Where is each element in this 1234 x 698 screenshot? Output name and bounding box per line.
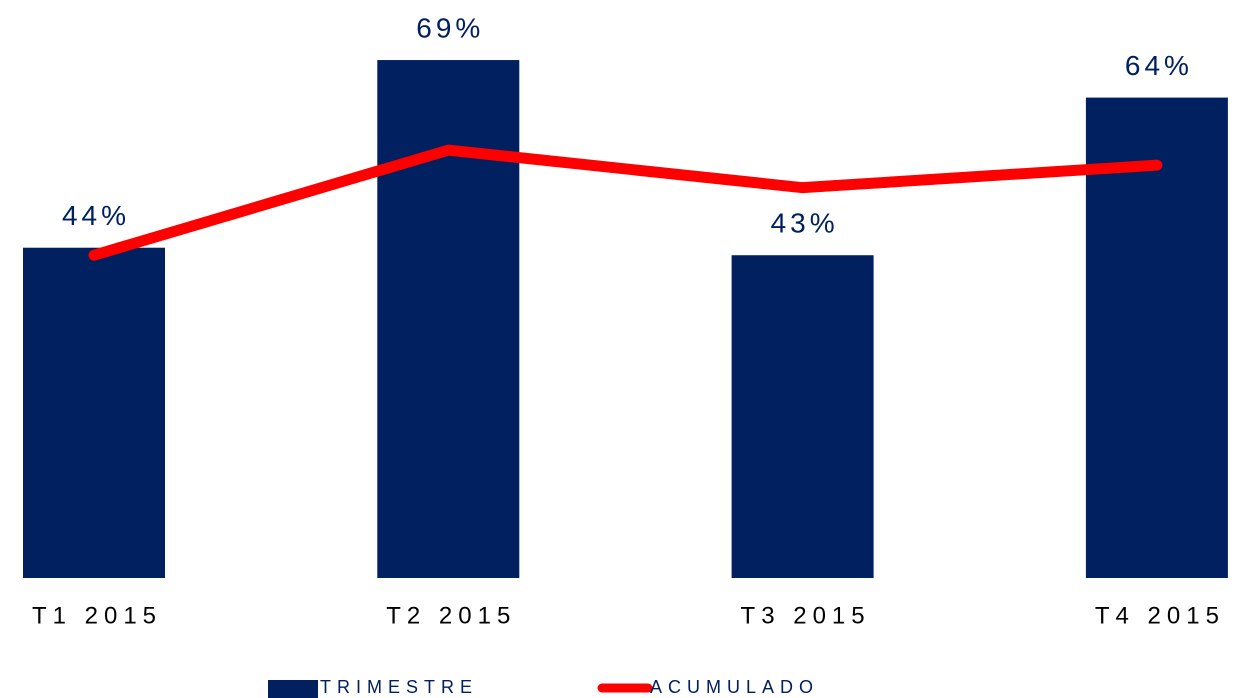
bar [377, 60, 520, 579]
data-label: 64% [1125, 50, 1193, 81]
x-tick-label: T1 2015 [32, 602, 162, 629]
line [88, 144, 1163, 261]
bar [23, 247, 165, 578]
legend-label: ACUMULADO [650, 677, 819, 697]
data-label: 43% [771, 208, 839, 239]
bar [731, 255, 874, 579]
x-tick-label: T4 2015 [1095, 602, 1225, 629]
x-tick-label: T3 2015 [741, 602, 871, 629]
x-tick-label: T2 2015 [386, 602, 516, 629]
bar [1085, 97, 1228, 579]
legend-label: TRIMESTRE [320, 677, 478, 697]
data-label: 69% [416, 12, 484, 43]
legend-swatch [268, 680, 318, 698]
data-label: 44% [62, 200, 130, 231]
